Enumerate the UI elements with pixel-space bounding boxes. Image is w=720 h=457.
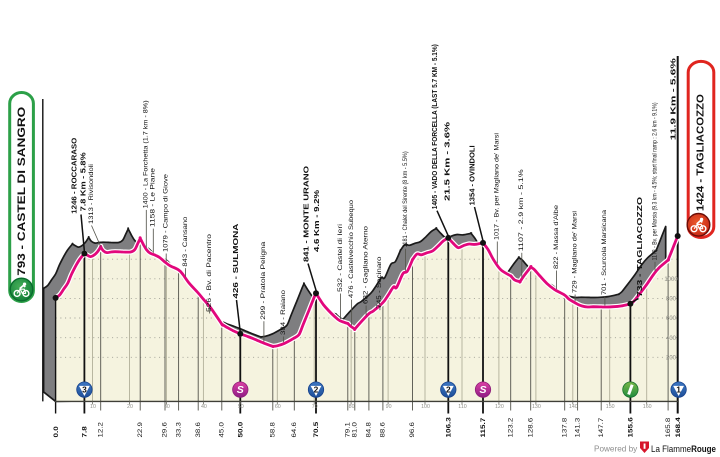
svg-text:79.1: 79.1 [344,422,351,437]
svg-text:1079 - Campo di Giove: 1079 - Campo di Giove [163,174,169,252]
svg-text:96.6: 96.6 [409,422,416,437]
svg-text:33.3: 33.3 [175,422,182,437]
svg-text:1000: 1000 [664,277,678,283]
svg-text:81.0: 81.0 [351,422,358,437]
svg-text:70: 70 [312,404,318,410]
svg-text:147.7: 147.7 [598,418,605,438]
svg-text:729 - Magliano de' Marsi: 729 - Magliano de' Marsi [572,210,578,293]
svg-text:155.6: 155.6 [626,417,634,437]
svg-text:7.8: 7.8 [80,426,88,437]
svg-text:1354 - OVINDOLI: 1354 - OVINDOLI [469,145,477,205]
svg-text:137.8: 137.8 [561,418,568,438]
svg-text:733 - TAGLIACOZZO: 733 - TAGLIACOZZO [636,197,644,297]
svg-text:701 - Scurcola Marsicana: 701 - Scurcola Marsicana [602,210,608,295]
svg-text:21.5 Km - 3.6%: 21.5 Km - 3.6% [444,121,452,201]
svg-text:476 - Castelvecchio Subequo: 476 - Castelvecchio Subequo [349,200,355,298]
svg-text:40: 40 [201,404,207,410]
svg-text:384 - Raiano: 384 - Raiano [281,290,287,335]
svg-text:80: 80 [349,404,355,410]
svg-text:160: 160 [643,404,652,410]
svg-text:1424 - TAGLIACOZZO: 1424 - TAGLIACOZZO [696,94,707,211]
svg-text:115.7: 115.7 [479,418,487,438]
svg-text:60: 60 [275,404,281,410]
svg-text:30: 30 [164,404,170,410]
svg-text:793 - CASTEL DI SANGRO: 793 - CASTEL DI SANGRO [15,107,28,276]
svg-text:2: 2 [446,385,451,395]
svg-text:2: 2 [314,385,319,395]
svg-text:10: 10 [90,404,96,410]
svg-text:632 - Gagliano Aterno: 632 - Gagliano Aterno [363,226,369,304]
svg-text:400: 400 [666,336,677,342]
svg-text:La FlammeRouge: La FlammeRouge [651,443,716,454]
svg-text:600: 600 [666,316,677,322]
svg-text:426 - SULMONA: 426 - SULMONA [232,223,240,298]
svg-text:532 - Castel di Ieri: 532 - Castel di Ieri [338,223,344,292]
svg-text:106.3: 106.3 [444,417,452,437]
svg-text:526 - Bv. di Pacentro: 526 - Bv. di Pacentro [207,234,213,312]
svg-text:12.2: 12.2 [97,422,104,437]
svg-text:0.0: 0.0 [52,426,60,437]
svg-text:141.3: 141.3 [574,418,581,438]
svg-text:45.0: 45.0 [218,422,225,437]
svg-text:1400 - La Forchetta (1.7 km -: 1400 - La Forchetta (1.7 km - 8%) [143,100,149,208]
svg-text:822 - Massa d'Albe: 822 - Massa d'Albe [554,205,560,269]
svg-text:50.0: 50.0 [236,422,244,438]
svg-text:1: 1 [676,385,681,395]
svg-text:843 - Cansano: 843 - Cansano [183,216,189,266]
svg-text:841 - MONTE URANO: 841 - MONTE URANO [303,166,311,262]
svg-text:S: S [479,384,486,396]
svg-text:20: 20 [127,404,133,410]
svg-text:1158 - Le Piane: 1158 - Le Piane [150,168,156,227]
svg-text:1107 - 2.9 km - 5.1%: 1107 - 2.9 km - 5.1% [519,169,525,251]
svg-text:100: 100 [421,404,430,410]
svg-text:110: 110 [458,404,466,410]
svg-text:29.6: 29.6 [162,422,169,437]
svg-text:745 - Secinaro: 745 - Secinaro [377,256,383,308]
svg-text:168.4: 168.4 [674,417,682,437]
svg-text:S: S [237,384,244,396]
svg-text:70.5: 70.5 [312,422,320,438]
svg-text:4.6 Km - 9.2%: 4.6 Km - 9.2% [313,189,321,252]
svg-text:64.6: 64.6 [291,422,298,437]
svg-text:90: 90 [386,404,392,410]
svg-text:165.8: 165.8 [665,418,672,438]
svg-text:3: 3 [82,385,87,395]
svg-text:88.6: 88.6 [379,422,386,437]
svg-text:22.9: 22.9 [137,422,144,437]
svg-text:84.8: 84.8 [365,422,372,437]
svg-text:38.6: 38.6 [195,422,202,437]
svg-text:200: 200 [666,356,677,362]
svg-text:Powered by: Powered by [594,445,638,454]
svg-text:7.8 Km - 5.8%: 7.8 Km - 5.8% [80,152,88,212]
svg-text:150: 150 [606,404,615,410]
svg-text:1017 - Bv. per Magliano de' Ma: 1017 - Bv. per Magliano de' Marsi [494,133,500,240]
svg-text:128.6: 128.6 [527,418,534,438]
svg-text:1178 - Bv. per Marsia (9.3 km: 1178 - Bv. per Marsia (9.3 km - 4.5%; st… [652,102,658,260]
svg-text:1405 - VADO DELLA FORCELLA (LA: 1405 - VADO DELLA FORCELLA (LAST 5.7 KM … [431,44,439,209]
svg-text:11.9 Km - 5.6%: 11.9 Km - 5.6% [669,57,677,140]
svg-text:1313 - Rivisondoli: 1313 - Rivisondoli [89,164,95,224]
svg-text:1246 - ROCCARASO: 1246 - ROCCARASO [71,138,79,214]
svg-text:130: 130 [532,404,541,410]
svg-text:120: 120 [495,404,504,410]
svg-text:140: 140 [569,404,578,410]
svg-text:800: 800 [666,297,677,303]
svg-text:123.2: 123.2 [507,418,514,438]
svg-text:299 - Pratola Peligna: 299 - Pratola Peligna [261,242,267,320]
svg-text:50: 50 [238,404,244,410]
svg-text:1181 - Chalet del Sirente (8 k: 1181 - Chalet del Sirente (8 km - 5.5%) [403,151,409,247]
svg-text:58.8: 58.8 [269,422,276,437]
